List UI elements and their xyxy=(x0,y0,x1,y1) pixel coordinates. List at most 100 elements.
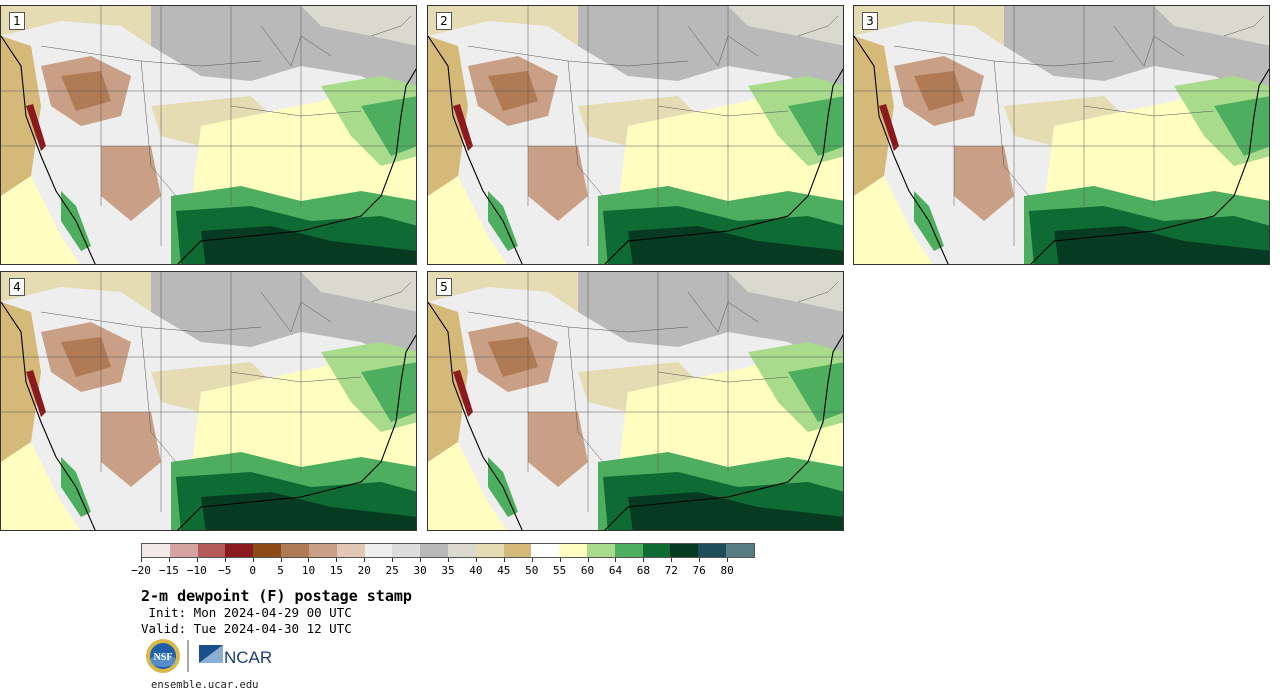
state-border xyxy=(567,60,604,197)
colorbar-tick-label: 45 xyxy=(497,564,511,577)
colorbar-swatch xyxy=(364,544,393,557)
colorbar-tick-label: 20 xyxy=(357,564,371,577)
colorbar-swatch xyxy=(587,544,615,557)
dewpoint-field-region xyxy=(854,6,1004,46)
state-border xyxy=(993,60,1030,197)
state-border xyxy=(687,291,759,333)
colorbar-swatch xyxy=(281,544,309,557)
dewpoint-field-region xyxy=(879,104,899,151)
colorbar-tick xyxy=(364,558,366,562)
panel-number-label: 2 xyxy=(436,12,452,30)
dewpoint-field-region xyxy=(854,36,894,196)
colorbar-tick xyxy=(252,558,254,562)
dewpoint-field-region xyxy=(1,176,80,264)
state-border xyxy=(467,311,689,333)
colorbar-tick xyxy=(615,558,617,562)
colorbar-tick-label: −5 xyxy=(218,564,232,577)
state-border xyxy=(687,25,759,67)
state-border xyxy=(567,326,604,463)
coastline xyxy=(428,35,843,264)
state-border xyxy=(140,326,177,463)
colorbar-swatch xyxy=(420,544,448,557)
state-border xyxy=(467,45,689,67)
colorbar-tick xyxy=(503,558,505,562)
dewpoint-field-region xyxy=(101,146,161,221)
state-border xyxy=(260,291,332,333)
dewpoint-field-region xyxy=(26,104,46,151)
dewpoint-field-region xyxy=(453,370,473,417)
coastline xyxy=(1,35,416,264)
colorbar-tick xyxy=(531,558,533,562)
dewpoint-field-region xyxy=(1,6,151,46)
colorbar-swatch xyxy=(197,544,226,557)
state-border xyxy=(140,60,177,197)
colorbar-swatch xyxy=(726,544,754,557)
colorbar-tick xyxy=(559,558,561,562)
colorbar-tick-label: 68 xyxy=(636,564,650,577)
colorbar-tick xyxy=(308,558,310,562)
state-border xyxy=(657,371,789,383)
colorbar-tick xyxy=(224,558,226,562)
colorbar-swatch xyxy=(336,544,365,557)
dewpoint-field-region xyxy=(428,36,468,196)
dewpoint-field-region xyxy=(428,6,578,46)
colorbar-tick-label: 72 xyxy=(664,564,678,577)
dewpoint-map-2 xyxy=(428,6,843,264)
map-panel-5: 5 xyxy=(427,271,844,531)
figure-title: 2-m dewpoint (F) postage stamp xyxy=(141,587,412,605)
colorbar-tick-label: 80 xyxy=(720,564,734,577)
colorbar-tick-label: 15 xyxy=(329,564,343,577)
valid-time: Valid: Tue 2024-04-30 12 UTC xyxy=(141,621,352,636)
colorbar-swatch xyxy=(447,544,476,557)
ncar-logo-text: NCAR xyxy=(224,648,272,667)
coastline xyxy=(854,35,1269,264)
dewpoint-map-5 xyxy=(428,272,843,530)
colorbar-tick-label: 0 xyxy=(249,564,256,577)
colorbar-swatch xyxy=(670,544,699,557)
colorbar-swatch xyxy=(531,544,560,557)
colorbar-tick xyxy=(196,558,198,562)
state-border xyxy=(797,281,839,303)
dewpoint-field-region xyxy=(301,272,416,312)
colorbar-swatch xyxy=(642,544,671,557)
colorbar-tick xyxy=(727,558,729,562)
colorbar-tick-label: 55 xyxy=(553,564,567,577)
dewpoint-field-region xyxy=(301,6,416,46)
dewpoint-field-region xyxy=(728,272,843,312)
colorbar-swatch xyxy=(503,544,532,557)
colorbar-tick-label: 76 xyxy=(692,564,706,577)
colorbar-tick xyxy=(587,558,589,562)
dewpoint-field-region xyxy=(1,302,41,462)
colorbar-swatch xyxy=(253,544,282,557)
panel-number-label: 4 xyxy=(9,278,25,296)
ncar-logo: NCAR xyxy=(199,645,272,667)
colorbar-tick-label: −10 xyxy=(186,564,207,577)
dewpoint-field-region xyxy=(428,302,468,462)
dewpoint-field-region xyxy=(1,442,80,530)
logos: NSF NCAR xyxy=(146,639,272,673)
colorbar-swatch xyxy=(392,544,421,557)
dewpoint-field-region xyxy=(528,146,588,221)
dewpoint-field-region xyxy=(728,6,843,46)
colorbar-ticks: −20 −15 −10 −5 0 5 10 15 20 25 30 35 40 45 50 55 60 64 68 7… xyxy=(131,558,755,578)
colorbar-swatch xyxy=(614,544,643,557)
state-border xyxy=(370,15,412,37)
colorbar-tick-label: 30 xyxy=(413,564,427,577)
colorbar-tick-label: 5 xyxy=(277,564,284,577)
state-border xyxy=(370,281,412,303)
state-border xyxy=(1083,105,1215,117)
colorbar-tick xyxy=(671,558,673,562)
colorbar-tick xyxy=(699,558,701,562)
colorbar-swatch xyxy=(225,544,254,557)
dewpoint-field-region xyxy=(954,146,1014,221)
map-panel-1: 1 xyxy=(0,5,417,265)
colorbar-swatch xyxy=(142,544,170,557)
panel-number-label: 1 xyxy=(9,12,25,30)
colorbar-tick xyxy=(643,558,645,562)
state-border xyxy=(893,45,1115,67)
state-border xyxy=(260,25,332,67)
colorbar-tick-label: 10 xyxy=(301,564,316,577)
state-border xyxy=(40,45,262,67)
dewpoint-field-region xyxy=(26,370,46,417)
state-border xyxy=(1113,25,1185,67)
